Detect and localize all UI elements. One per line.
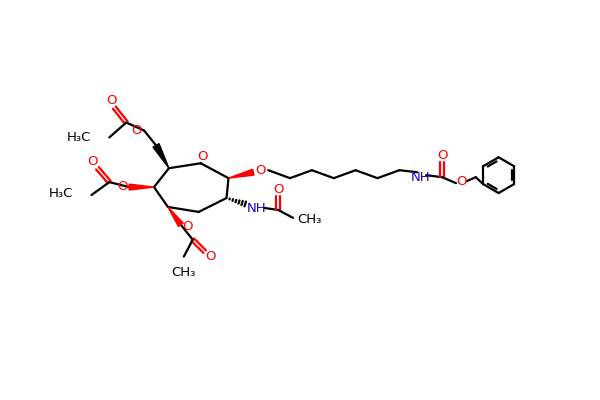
- Text: H₃C: H₃C: [49, 186, 74, 200]
- Polygon shape: [153, 144, 169, 168]
- Text: O: O: [457, 175, 467, 188]
- Text: O: O: [437, 149, 447, 162]
- Text: O: O: [106, 94, 116, 107]
- Text: H₃C: H₃C: [67, 131, 91, 144]
- Text: O: O: [117, 180, 127, 192]
- Text: O: O: [87, 155, 98, 168]
- Text: O: O: [197, 150, 208, 163]
- Polygon shape: [129, 184, 154, 190]
- Text: CH₃: CH₃: [172, 266, 196, 278]
- Text: NH: NH: [410, 171, 430, 184]
- Polygon shape: [168, 207, 183, 226]
- Text: O: O: [182, 220, 193, 233]
- Text: CH₃: CH₃: [297, 213, 322, 226]
- Text: NH: NH: [247, 202, 266, 216]
- Text: O: O: [205, 250, 216, 263]
- Text: O: O: [273, 182, 283, 196]
- Text: O: O: [255, 164, 266, 177]
- Text: O: O: [131, 124, 142, 137]
- Polygon shape: [229, 169, 254, 178]
